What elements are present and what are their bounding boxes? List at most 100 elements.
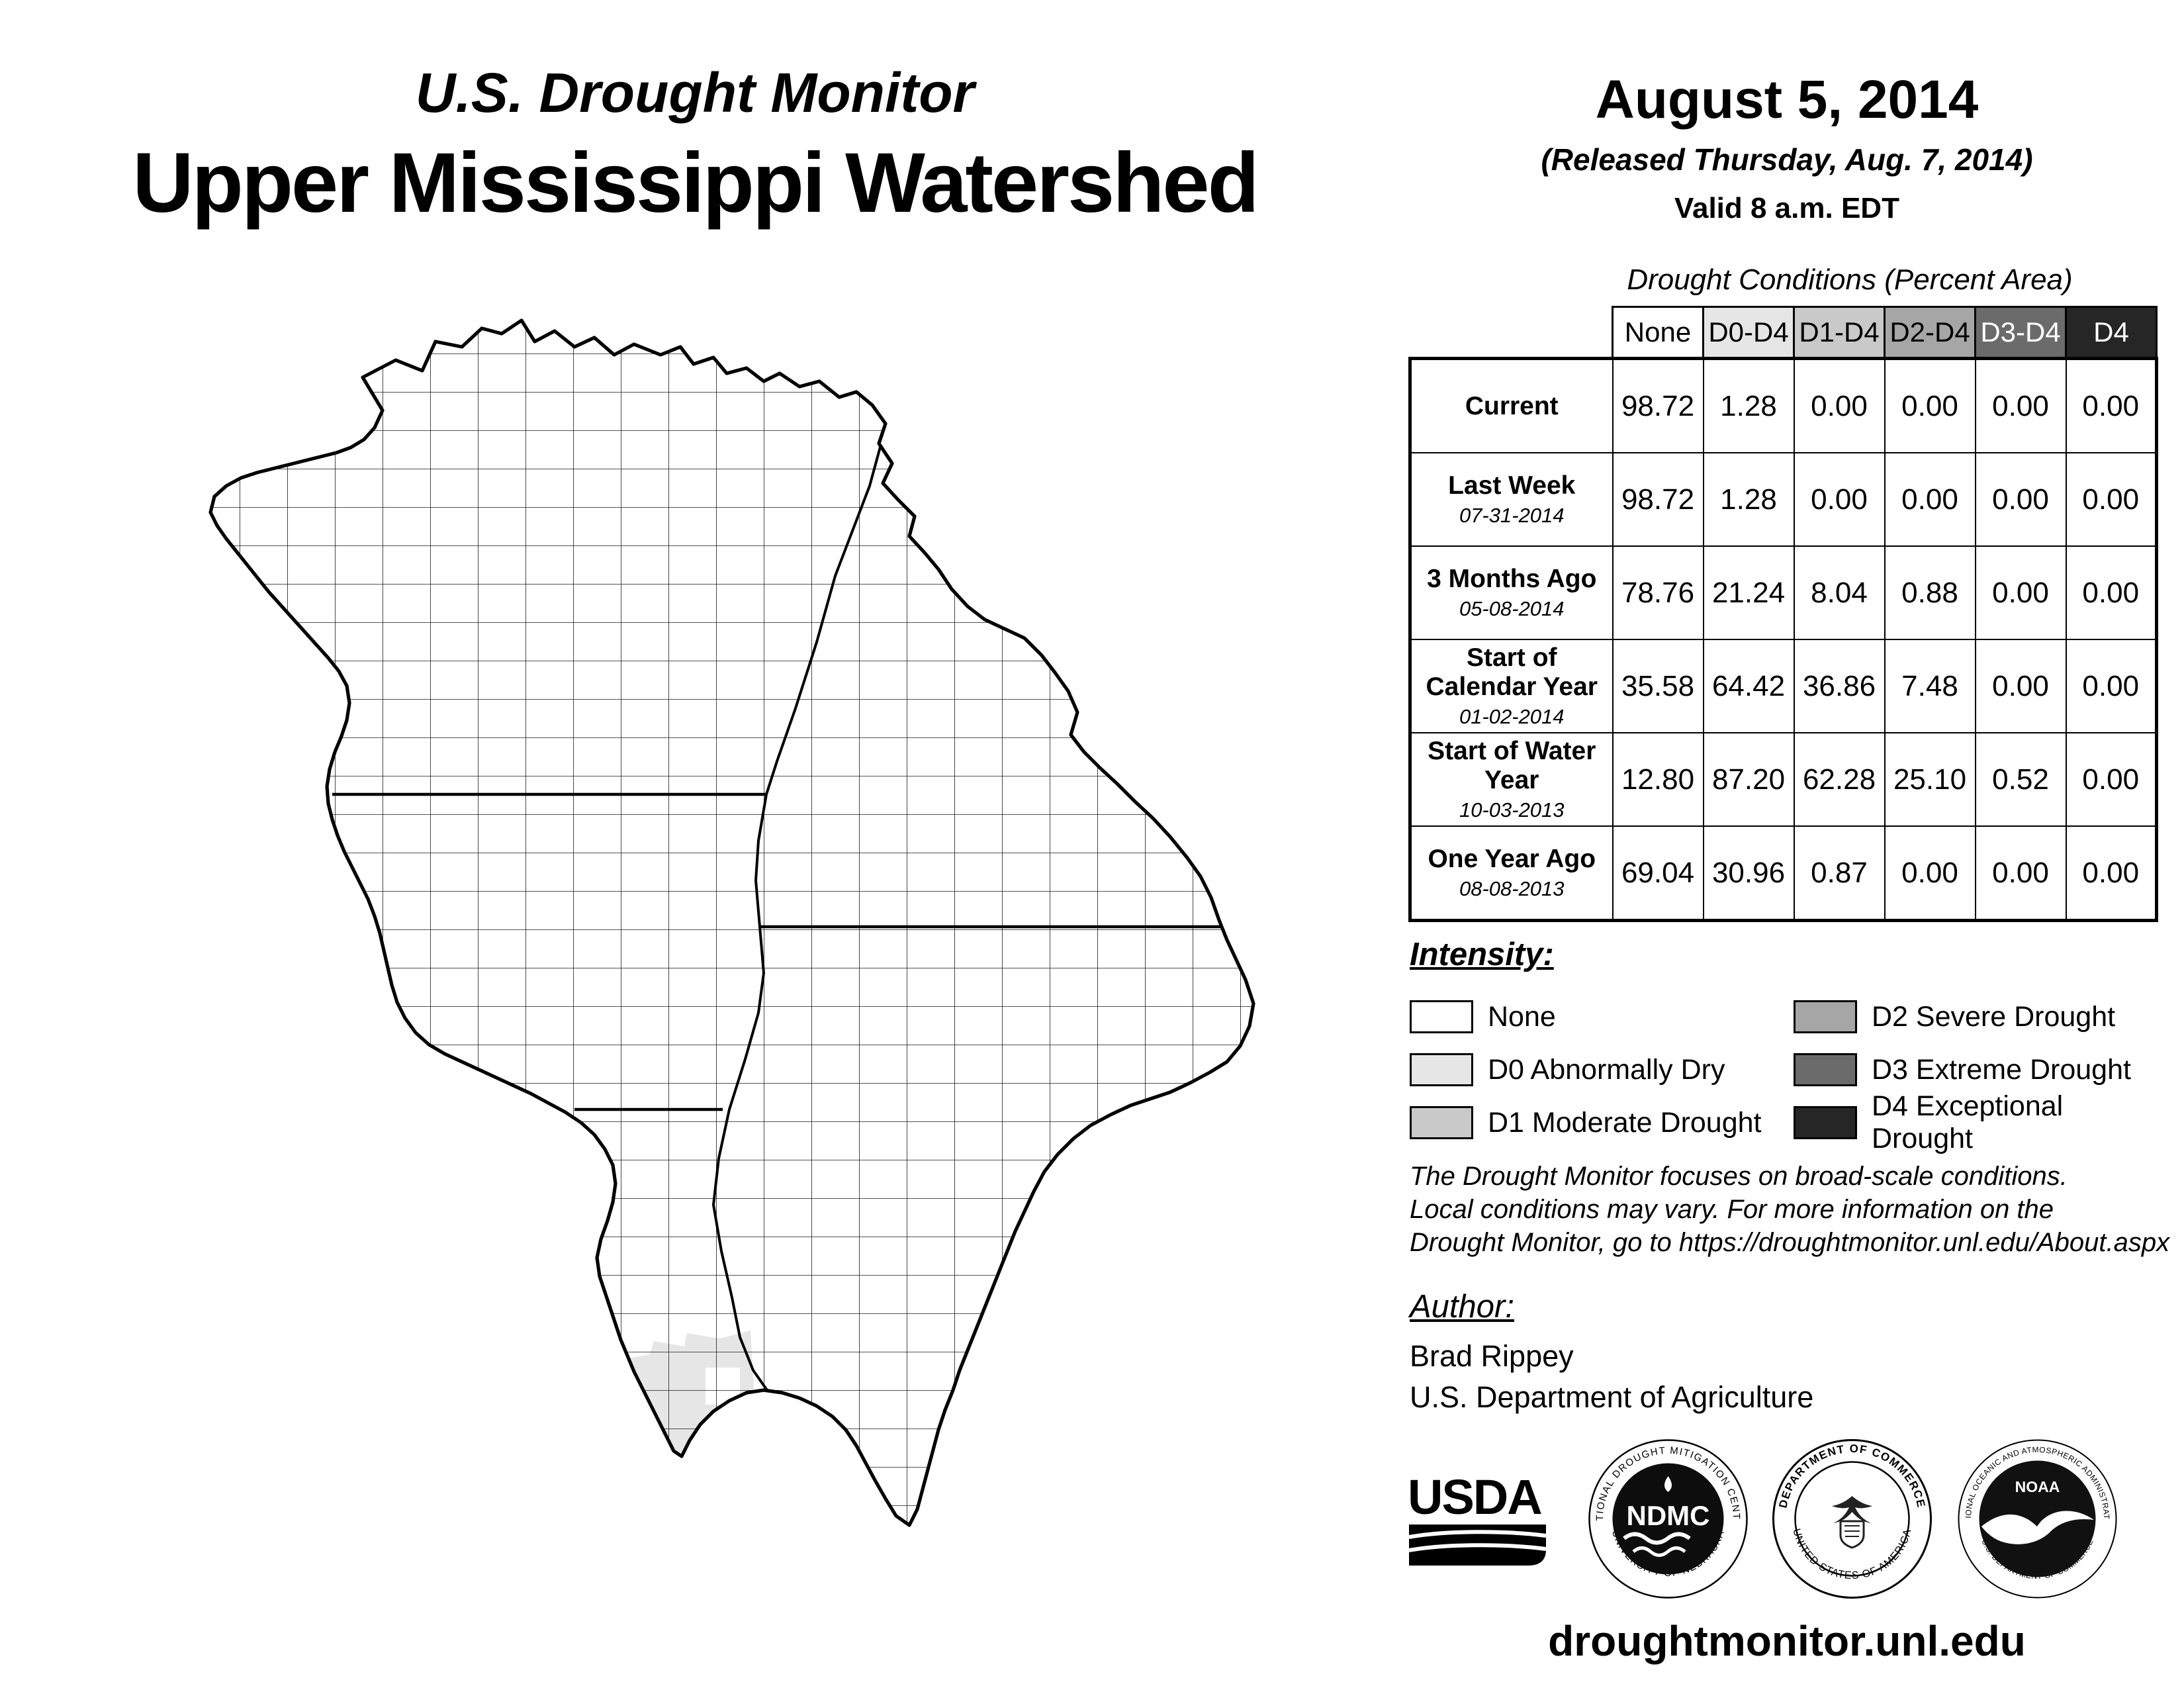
table-cell: 0.00 bbox=[1884, 452, 1976, 547]
disclaimer-line: Local conditions may vary. For more info… bbox=[1410, 1195, 2054, 1224]
legend-label: D4 Exceptional Drought bbox=[1872, 1090, 2064, 1154]
legend-item: D0 Abnormally Dry bbox=[1410, 1053, 1794, 1086]
table-cell: 0.00 bbox=[1884, 825, 1976, 921]
legend-swatch-d1 bbox=[1410, 1106, 1473, 1139]
column-header-d1d4: D1-D4 bbox=[1793, 306, 1886, 359]
legend-item: D3 Extreme Drought bbox=[1794, 1053, 2161, 1086]
table-cell: 0.00 bbox=[1793, 452, 1886, 547]
author-org: U.S. Department of Agriculture bbox=[1410, 1380, 1814, 1414]
region-title: Upper Mississippi Watershed bbox=[132, 136, 1259, 230]
table-cell: 0.00 bbox=[1974, 825, 2067, 921]
table-cell: 12.80 bbox=[1612, 732, 1704, 827]
doc-eagle-emblem bbox=[1832, 1496, 1872, 1549]
county-grid bbox=[210, 320, 1253, 1525]
ndmc-drop-icon bbox=[1664, 1476, 1672, 1492]
footer-url: droughtmonitor.unl.edu bbox=[1548, 1617, 2026, 1665]
intensity-legend: Intensity: None D0 Abnormally Dry D1 Mod… bbox=[1410, 936, 2164, 1154]
table-cell: 0.00 bbox=[2065, 639, 2158, 733]
table-row: One Year Ago 08-08-2013 69.04 30.96 0.87… bbox=[1409, 825, 2158, 921]
ndmc-wordmark: NDMC bbox=[1627, 1500, 1710, 1531]
table-cell: 0.00 bbox=[1974, 639, 2067, 733]
legend-label: D3 Extreme Drought bbox=[1872, 1053, 2131, 1086]
legend-label: D2 Severe Drought bbox=[1872, 1000, 2116, 1033]
row-label: Last Week bbox=[1448, 471, 1576, 500]
legend-swatch-none bbox=[1410, 1000, 1473, 1033]
ndmc-wave-icon bbox=[1623, 1532, 1691, 1545]
row-label: 3 Months Ago bbox=[1427, 564, 1597, 593]
title-block: U.S. Drought Monitor Upper Mississippi W… bbox=[40, 61, 1350, 232]
row-label: Current bbox=[1465, 391, 1559, 420]
legend-item: D2 Severe Drought bbox=[1794, 1000, 2161, 1033]
row-label: Start of Water Year bbox=[1428, 736, 1596, 794]
usda-logo: USDA bbox=[1406, 1470, 1549, 1579]
table-cell: 0.00 bbox=[2065, 357, 2158, 453]
disclaimer-line: The Drought Monitor focuses on broad-sca… bbox=[1410, 1162, 2068, 1191]
table-row: Start of Water Year 10-03-2013 12.80 87.… bbox=[1409, 732, 2158, 827]
legend-swatch-d2 bbox=[1794, 1000, 1857, 1033]
table-cell: 35.58 bbox=[1612, 639, 1704, 733]
table-corner bbox=[1410, 306, 1613, 359]
table-cell: 64.42 bbox=[1702, 639, 1795, 733]
table-cell: 7.48 bbox=[1884, 639, 1976, 733]
ndmc-logo: NATIONAL DROUGHT MITIGATION CENTER UNIVE… bbox=[1583, 1429, 1749, 1603]
table-cell: 0.00 bbox=[2065, 732, 2158, 827]
legend-label: D0 Abnormally Dry bbox=[1488, 1053, 1725, 1086]
table-cell: 69.04 bbox=[1612, 825, 1704, 921]
table-row: 3 Months Ago 05-08-2014 78.76 21.24 8.04… bbox=[1409, 545, 2158, 640]
table-cell: 87.20 bbox=[1702, 732, 1795, 827]
table-cell: 78.76 bbox=[1612, 545, 1704, 640]
release-date: (Released Thursday, Aug. 7, 2014) bbox=[1541, 142, 2033, 177]
table-cell: 0.52 bbox=[1974, 732, 2067, 827]
table-cell: 0.00 bbox=[2065, 825, 2158, 921]
table-cell: 0.00 bbox=[1974, 357, 2067, 453]
table-cell: 1.28 bbox=[1702, 357, 1795, 453]
row-date: 07-31-2014 bbox=[1459, 504, 1565, 528]
table-cell: 0.00 bbox=[1884, 357, 1976, 453]
table-cell: 0.87 bbox=[1793, 825, 1886, 921]
valid-time: Valid 8 a.m. EDT bbox=[1674, 192, 1899, 224]
table-cell: 21.24 bbox=[1702, 545, 1795, 640]
table-cell: 36.86 bbox=[1793, 639, 1886, 733]
noaa-seagull-icon bbox=[1981, 1511, 2094, 1544]
column-header-none: None bbox=[1612, 306, 1704, 359]
table-cell: 1.28 bbox=[1702, 452, 1795, 547]
upper-mississippi-watershed-map bbox=[184, 311, 1316, 1615]
row-label: Start of Calendar Year bbox=[1426, 643, 1598, 701]
column-header-d4: D4 bbox=[2065, 306, 2158, 359]
legend-item: None bbox=[1410, 1000, 1794, 1033]
row-date: 05-08-2014 bbox=[1459, 597, 1565, 621]
map-date: August 5, 2014 bbox=[1595, 70, 1979, 130]
row-date: 08-08-2013 bbox=[1459, 877, 1565, 901]
row-label-cell: Start of Calendar Year 01-02-2014 bbox=[1409, 639, 1614, 733]
legend-swatch-d4 bbox=[1794, 1106, 1857, 1139]
table-row: Last Week 07-31-2014 98.72 1.28 0.00 0.0… bbox=[1409, 452, 2158, 547]
table-cell: 98.72 bbox=[1612, 357, 1704, 453]
table-cell: 0.00 bbox=[2065, 545, 2158, 640]
table-cell: 30.96 bbox=[1702, 825, 1795, 921]
table-header-row: None D0-D4 D1-D4 D2-D4 D3-D4 D4 bbox=[1410, 306, 2158, 359]
row-label: One Year Ago bbox=[1428, 844, 1596, 873]
author-name: Brad Rippey bbox=[1410, 1339, 1574, 1373]
table-cell: 0.00 bbox=[2065, 452, 2158, 547]
row-label-cell: Current bbox=[1409, 357, 1614, 453]
table-cell: 0.00 bbox=[1974, 452, 2067, 547]
author-heading: Author: bbox=[1410, 1289, 1514, 1325]
row-label-cell: 3 Months Ago 05-08-2014 bbox=[1409, 545, 1614, 640]
intensity-heading: Intensity: bbox=[1410, 937, 1554, 972]
table-title: Drought Conditions (Percent Area) bbox=[1627, 263, 2073, 296]
column-header-d3d4: D3-D4 bbox=[1974, 306, 2067, 359]
legend-label: D1 Moderate Drought bbox=[1488, 1106, 1762, 1139]
table-row: Start of Calendar Year 01-02-2014 35.58 … bbox=[1409, 639, 2158, 733]
legend-label: None bbox=[1488, 1000, 1556, 1033]
legend-item: D4 Exceptional Drought bbox=[1794, 1090, 2161, 1155]
noaa-inner-disc bbox=[1979, 1460, 2096, 1577]
table-cell: 0.00 bbox=[1974, 545, 2067, 640]
monitor-title: U.S. Drought Monitor bbox=[415, 62, 975, 124]
author-block: Author: Brad Rippey U.S. Department of A… bbox=[1410, 1288, 2138, 1418]
column-header-d2d4: D2-D4 bbox=[1884, 306, 1976, 359]
doc-seal-logo: DEPARTMENT OF COMMERCE UNITED STATES OF … bbox=[1771, 1438, 1933, 1603]
column-header-d0d4: D0-D4 bbox=[1702, 306, 1795, 359]
row-label-cell: Start of Water Year 10-03-2013 bbox=[1409, 732, 1614, 827]
row-date: 01-02-2014 bbox=[1459, 705, 1565, 729]
legend-swatch-d3 bbox=[1794, 1053, 1857, 1086]
